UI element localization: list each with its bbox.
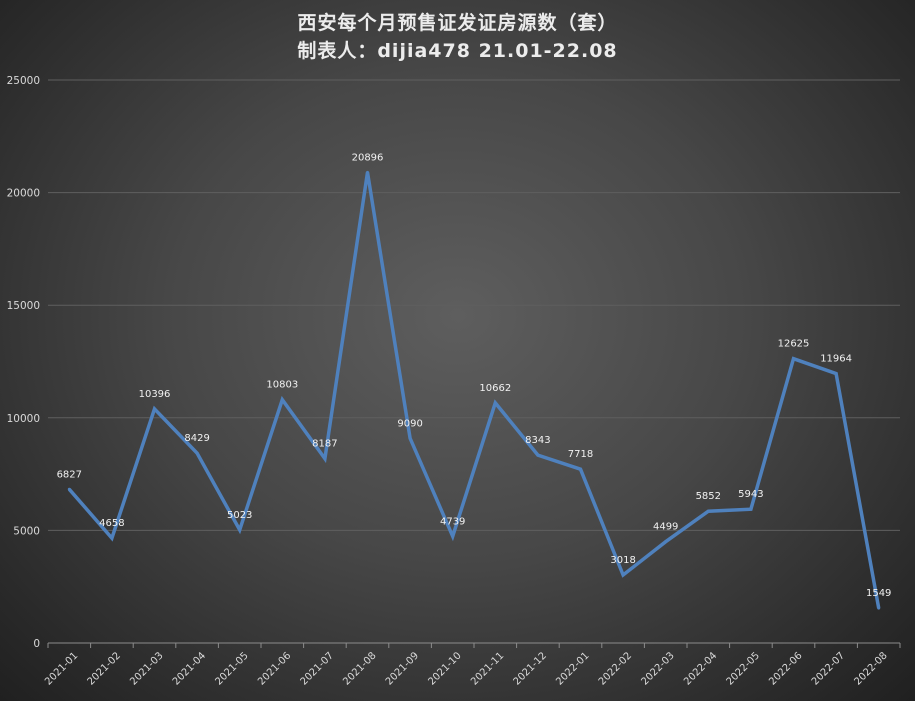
data-label: 4499 <box>653 522 678 533</box>
data-point <box>749 507 753 511</box>
y-tick-label: 15000 <box>7 300 40 312</box>
x-tick-label: 2021-01 <box>43 650 80 687</box>
data-label: 8187 <box>312 439 337 450</box>
data-label: 5852 <box>696 491 721 502</box>
data-label: 10396 <box>139 389 171 400</box>
data-label: 8343 <box>525 435 550 446</box>
y-tick-label: 20000 <box>7 188 40 200</box>
x-tick-label: 2021-07 <box>299 650 336 687</box>
x-tick-label: 2021-03 <box>128 650 165 687</box>
data-label: 5943 <box>738 489 763 500</box>
y-tick-label: 25000 <box>7 75 40 87</box>
data-label: 10662 <box>479 383 511 394</box>
data-point <box>877 606 881 610</box>
data-label: 9090 <box>397 418 422 429</box>
x-tick-label: 2021-08 <box>341 650 378 687</box>
data-label: 1549 <box>866 588 891 599</box>
x-tick-label: 2022-07 <box>810 650 847 687</box>
data-label: 10803 <box>266 380 298 391</box>
data-point <box>536 453 540 457</box>
x-tick-label: 2021-05 <box>213 650 250 687</box>
x-tick-label: 2022-08 <box>852 650 889 687</box>
data-label: 3018 <box>610 555 635 566</box>
series-line <box>67 172 881 609</box>
chart-subtitle: 制表人：dijia478 21.01-22.08 <box>297 40 618 62</box>
x-tick-label: 2021-04 <box>171 650 208 687</box>
data-point <box>366 170 369 174</box>
x-tick-label: 2022-04 <box>682 650 719 687</box>
data-label: 4739 <box>440 516 465 527</box>
x-tick-label: 2022-02 <box>597 650 634 687</box>
x-tick-label: 2022-05 <box>725 650 762 687</box>
x-tick-label: 2022-03 <box>639 650 676 687</box>
data-label: 8429 <box>184 433 209 444</box>
data-point <box>834 372 838 376</box>
data-point <box>195 451 199 455</box>
data-label: 6827 <box>57 469 82 480</box>
y-tick-label: 10000 <box>7 413 40 425</box>
data-point <box>451 534 455 538</box>
y-tick-label: 0 <box>33 638 40 650</box>
data-label: 12625 <box>778 339 810 350</box>
data-point <box>493 401 497 405</box>
data-point <box>238 528 242 532</box>
data-point <box>67 487 71 491</box>
x-tick-label: 2021-06 <box>256 650 293 687</box>
x-tick-label: 2021-11 <box>469 650 506 687</box>
data-point <box>706 509 710 513</box>
x-tick-label: 2022-01 <box>554 650 591 687</box>
x-tick-label: 2021-10 <box>426 650 463 687</box>
data-point <box>621 573 625 577</box>
chart-title: 西安每个月预售证发证房源数（套） <box>297 12 618 34</box>
y-tick-label: 5000 <box>13 525 40 537</box>
data-label: 7718 <box>568 449 593 460</box>
x-tick-label: 2022-06 <box>767 650 804 687</box>
data-label: 5023 <box>227 510 252 521</box>
data-point <box>408 436 412 440</box>
data-label: 4658 <box>99 518 124 529</box>
data-point <box>579 467 582 471</box>
data-label: 11964 <box>820 354 852 365</box>
data-point <box>792 357 795 361</box>
data-point <box>664 540 668 544</box>
x-tick-label: 2021-12 <box>512 650 549 687</box>
data-point <box>323 457 327 461</box>
x-tick-label: 2021-02 <box>86 650 123 687</box>
data-point <box>153 407 156 411</box>
x-tick-label: 2021-09 <box>384 650 421 687</box>
data-point <box>280 398 284 402</box>
data-point <box>110 536 114 540</box>
data-label: 20896 <box>352 152 384 163</box>
